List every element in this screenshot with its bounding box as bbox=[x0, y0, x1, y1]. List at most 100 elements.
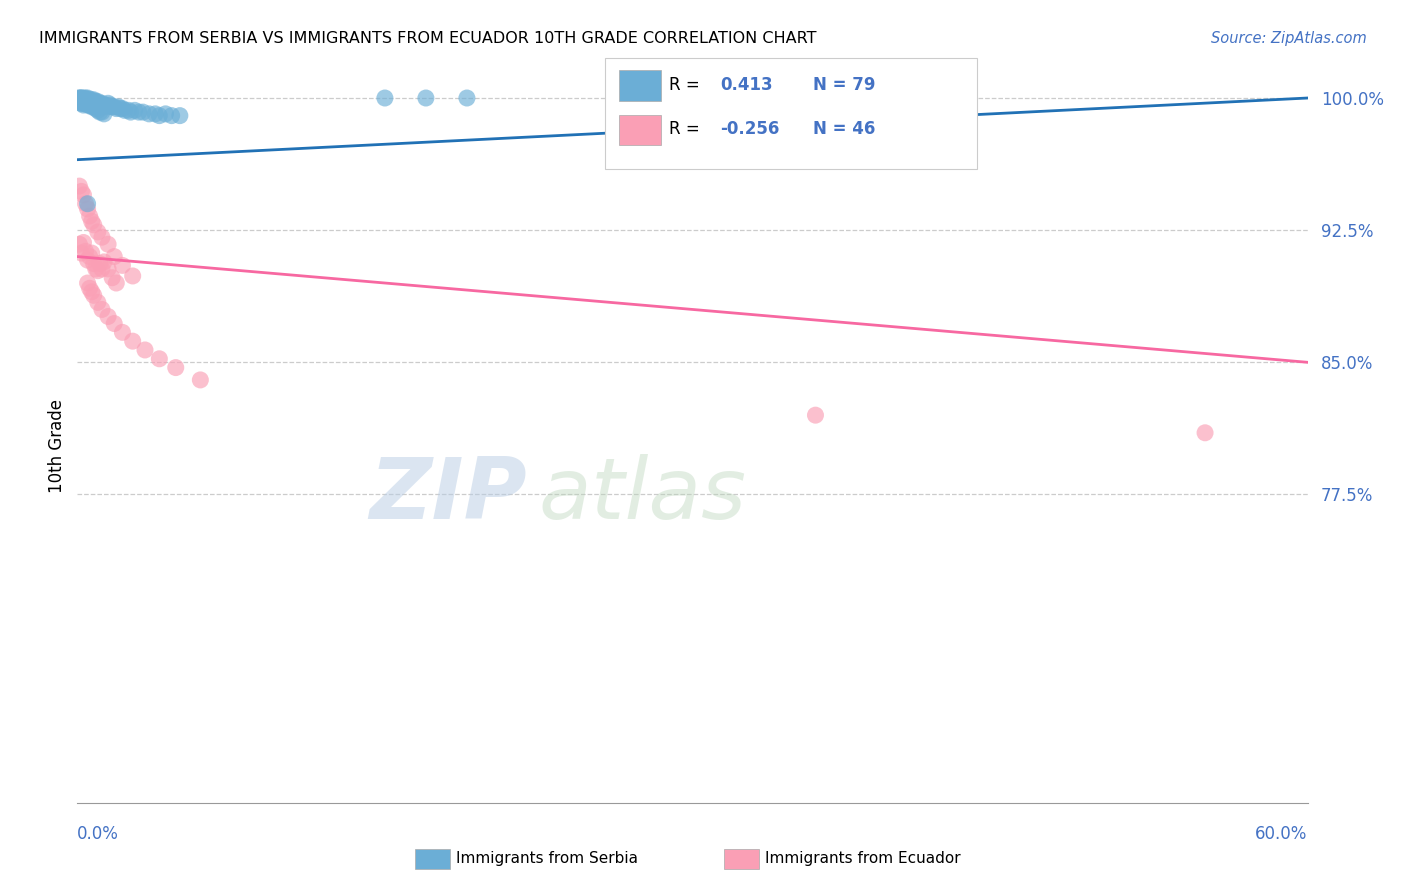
Text: R =: R = bbox=[669, 120, 700, 138]
Point bbox=[111, 259, 134, 273]
Text: N = 46: N = 46 bbox=[813, 120, 875, 138]
Point bbox=[80, 214, 103, 228]
Point bbox=[87, 103, 110, 118]
Point bbox=[138, 107, 160, 121]
Point bbox=[90, 261, 114, 276]
Point bbox=[456, 91, 478, 105]
Point bbox=[97, 237, 120, 252]
Point bbox=[120, 105, 142, 120]
Point bbox=[169, 109, 191, 123]
Point bbox=[70, 93, 93, 107]
Point bbox=[103, 317, 125, 331]
Text: ZIP: ZIP bbox=[368, 454, 526, 538]
Point bbox=[98, 98, 121, 112]
Point bbox=[67, 91, 90, 105]
Point bbox=[67, 179, 90, 194]
Point bbox=[72, 96, 94, 111]
Point bbox=[101, 100, 124, 114]
Point bbox=[75, 93, 97, 107]
Point bbox=[70, 91, 93, 105]
Point bbox=[90, 105, 114, 120]
Point bbox=[83, 96, 105, 111]
Y-axis label: 10th Grade: 10th Grade bbox=[48, 399, 66, 493]
Text: 0.413: 0.413 bbox=[720, 76, 772, 94]
Point bbox=[97, 96, 120, 111]
Text: 60.0%: 60.0% bbox=[1256, 825, 1308, 843]
Point bbox=[75, 244, 97, 259]
Point bbox=[105, 276, 128, 290]
Point bbox=[79, 98, 101, 112]
Point bbox=[80, 93, 103, 107]
Point bbox=[97, 261, 120, 276]
Point bbox=[70, 185, 93, 199]
Point bbox=[148, 351, 170, 366]
Point bbox=[90, 302, 114, 317]
Point bbox=[165, 360, 187, 375]
Point bbox=[84, 102, 107, 116]
Point bbox=[83, 218, 105, 232]
Point bbox=[90, 100, 114, 114]
Point bbox=[83, 98, 105, 112]
Point bbox=[76, 93, 98, 107]
Point bbox=[93, 107, 115, 121]
Point bbox=[83, 288, 105, 302]
Point bbox=[79, 96, 101, 111]
Point bbox=[79, 98, 101, 112]
Text: Source: ZipAtlas.com: Source: ZipAtlas.com bbox=[1211, 31, 1367, 46]
Point bbox=[72, 235, 94, 250]
Point bbox=[132, 105, 155, 120]
Point bbox=[110, 102, 132, 116]
Point bbox=[76, 95, 98, 109]
Point bbox=[83, 93, 105, 107]
Point bbox=[143, 107, 166, 121]
Point bbox=[94, 98, 117, 112]
Point bbox=[70, 96, 93, 111]
Point bbox=[76, 276, 98, 290]
Text: atlas: atlas bbox=[538, 454, 747, 538]
Point bbox=[84, 96, 107, 111]
Point bbox=[93, 255, 115, 269]
Point bbox=[87, 225, 110, 239]
Point bbox=[80, 98, 103, 112]
Point bbox=[97, 100, 120, 114]
Point bbox=[84, 261, 107, 276]
Point bbox=[114, 103, 136, 118]
Point bbox=[111, 326, 134, 340]
Point bbox=[90, 96, 114, 111]
Point bbox=[188, 373, 212, 387]
Point bbox=[89, 98, 111, 112]
Point bbox=[72, 91, 94, 105]
Point bbox=[72, 95, 94, 109]
Point bbox=[101, 270, 124, 285]
Point bbox=[87, 263, 110, 277]
Point bbox=[148, 109, 170, 123]
Point bbox=[79, 95, 101, 109]
Point bbox=[67, 91, 90, 105]
Point bbox=[155, 107, 177, 121]
Point bbox=[121, 334, 143, 348]
Text: -0.256: -0.256 bbox=[720, 120, 779, 138]
Point bbox=[70, 95, 93, 109]
Point bbox=[76, 196, 98, 211]
Point bbox=[117, 103, 139, 118]
Point bbox=[76, 98, 98, 112]
Point bbox=[70, 96, 93, 111]
Point bbox=[75, 95, 97, 109]
Point bbox=[79, 250, 101, 264]
Point bbox=[70, 91, 93, 105]
Point bbox=[90, 230, 114, 244]
Point bbox=[79, 281, 101, 295]
Point bbox=[804, 408, 827, 422]
Point bbox=[79, 209, 101, 223]
Point bbox=[72, 93, 94, 107]
Point bbox=[93, 98, 115, 112]
Point bbox=[76, 202, 98, 216]
Point bbox=[103, 100, 125, 114]
Point bbox=[87, 95, 110, 109]
Point bbox=[87, 295, 110, 310]
Point bbox=[80, 95, 103, 109]
Text: R =: R = bbox=[669, 76, 700, 94]
Point bbox=[1194, 425, 1216, 440]
Point bbox=[80, 100, 103, 114]
Point bbox=[72, 188, 94, 202]
